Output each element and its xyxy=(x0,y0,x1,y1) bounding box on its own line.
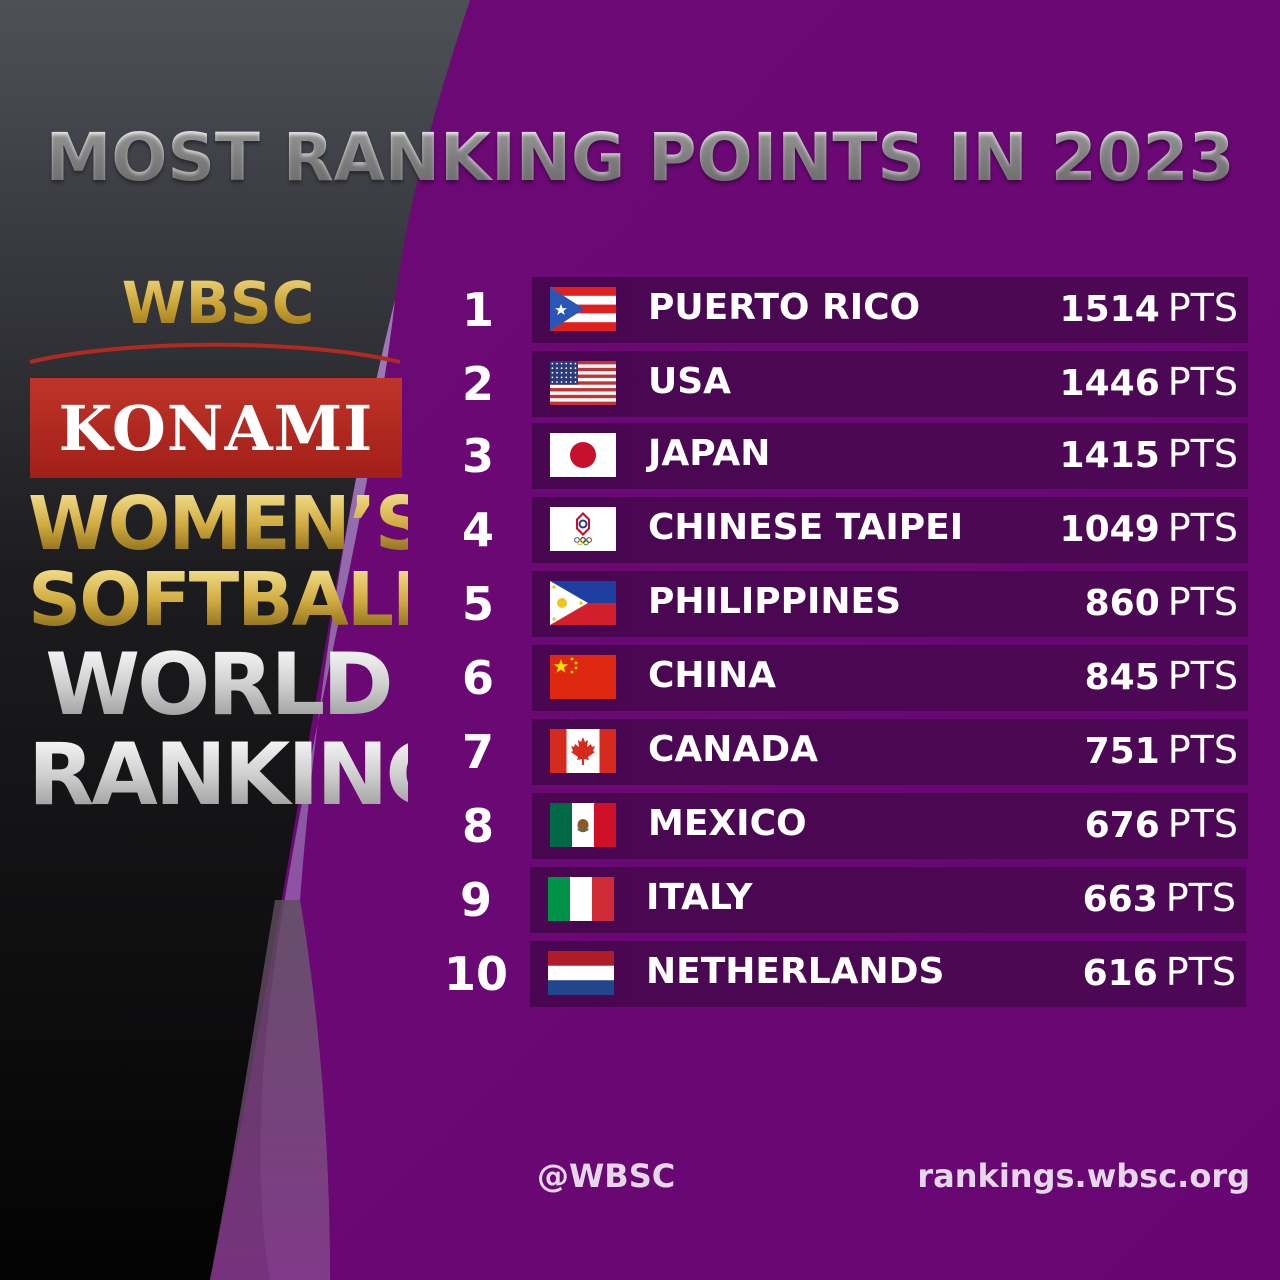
italy-flag-icon xyxy=(548,877,614,921)
konami-wordmark: KONAMI xyxy=(58,391,374,465)
ranking-bar: JAPAN 1415 PTS xyxy=(532,423,1248,489)
country-name: PUERTO RICO xyxy=(648,287,921,328)
ranking-bar: PHILIPPINES 860 PTS xyxy=(532,571,1248,637)
rank-number: 9 xyxy=(459,873,492,927)
usa-flag-icon xyxy=(550,361,616,405)
points-value: 1415 xyxy=(1059,435,1160,476)
mexico-flag-icon xyxy=(550,803,616,847)
rank-number: 10 xyxy=(443,947,508,1001)
rank-number: 5 xyxy=(461,577,494,631)
points: 663 PTS xyxy=(1083,867,1236,937)
ranking-row: 7 CANADA 751 PTS xyxy=(440,719,1250,785)
rank-number: 7 xyxy=(461,725,494,779)
chinese-taipei-flag-icon xyxy=(550,507,616,551)
points-value: 845 xyxy=(1084,657,1160,698)
rank-number: 2 xyxy=(461,357,494,411)
points: 751 PTS xyxy=(1085,719,1238,789)
country-name: PHILIPPINES xyxy=(648,581,902,622)
points-value: 1446 xyxy=(1059,363,1160,404)
ranking-row: 5 PHILIPPINES 860 PTS xyxy=(440,571,1250,637)
ranking-bar: USA 1446 PTS xyxy=(532,351,1248,417)
ranking-bar: CHINA 845 PTS xyxy=(532,645,1248,711)
points-value: 1514 xyxy=(1059,289,1160,330)
ranking-row: 3 JAPAN 1415 PTS xyxy=(440,423,1250,489)
points-unit: PTS xyxy=(1165,950,1236,994)
rank-number: 1 xyxy=(461,283,494,337)
ranking-row: 10 NETHERLANDS 616 PTS xyxy=(438,941,1248,1007)
points: 1446 PTS xyxy=(1060,351,1238,421)
points: 1049 PTS xyxy=(1060,497,1238,567)
points-unit: PTS xyxy=(1167,506,1238,550)
points-unit: PTS xyxy=(1167,360,1238,404)
points: 860 PTS xyxy=(1085,571,1238,641)
china-flag-icon xyxy=(550,655,616,699)
page-title: MOST RANKING POINTS IN 2023 xyxy=(0,118,1280,198)
ranking-row: 8 MEXICO 676 PTS xyxy=(440,793,1250,859)
points: 1514 PTS xyxy=(1060,277,1238,347)
brand-line-world: WORLD xyxy=(28,640,408,730)
konami-logo: KONAMI xyxy=(30,378,402,478)
japan-flag-icon xyxy=(550,433,616,477)
rank-number: 6 xyxy=(461,651,494,705)
ranking-bar: ITALY 663 PTS xyxy=(530,867,1246,933)
points-unit: PTS xyxy=(1167,286,1238,330)
netherlands-flag-icon xyxy=(548,951,614,995)
philippines-flag-icon xyxy=(550,581,616,625)
points-value: 751 xyxy=(1084,731,1160,772)
canada-flag-icon xyxy=(550,729,616,773)
wbsc-wordmark: WBSC xyxy=(28,268,408,338)
ranking-bar: MEXICO 676 PTS xyxy=(532,793,1248,859)
points: 845 PTS xyxy=(1085,645,1238,715)
points-unit: PTS xyxy=(1167,432,1238,476)
points-value: 676 xyxy=(1084,805,1160,846)
points: 616 PTS xyxy=(1083,941,1236,1011)
rank-number: 4 xyxy=(461,503,494,557)
points-value: 1049 xyxy=(1059,509,1160,550)
twitter-handle[interactable]: @WBSC xyxy=(537,1157,676,1195)
country-name: ITALY xyxy=(646,877,753,918)
puerto-rico-flag-icon xyxy=(550,287,616,331)
points-unit: PTS xyxy=(1167,802,1238,846)
ranking-bar: NETHERLANDS 616 PTS xyxy=(530,941,1246,1007)
points-unit: PTS xyxy=(1167,654,1238,698)
country-name: CHINESE TAIPEI xyxy=(648,507,964,548)
ranking-row: 4 CHINESE TAIPEI 1049 PTS xyxy=(440,497,1250,563)
rank-number: 3 xyxy=(461,429,494,483)
points-value: 860 xyxy=(1084,583,1160,624)
country-name: CANADA xyxy=(648,729,819,770)
points-unit: PTS xyxy=(1165,876,1236,920)
ranking-bar: CANADA 751 PTS xyxy=(532,719,1248,785)
points-unit: PTS xyxy=(1167,728,1238,772)
points-value: 663 xyxy=(1082,879,1158,920)
country-name: CHINA xyxy=(648,655,776,696)
points-value: 616 xyxy=(1082,953,1158,994)
country-name: MEXICO xyxy=(648,803,807,844)
ranking-row: 2 USA 1446 PTS xyxy=(440,351,1250,417)
country-name: JAPAN xyxy=(648,433,771,474)
points: 1415 PTS xyxy=(1060,423,1238,493)
ranking-bar: PUERTO RICO 1514 PTS xyxy=(532,277,1248,343)
country-name: USA xyxy=(648,361,732,402)
brand-line-softball: SOFTBALL xyxy=(28,557,439,643)
ranking-bar: CHINESE TAIPEI 1049 PTS xyxy=(532,497,1248,563)
rank-number: 8 xyxy=(461,799,494,853)
ranking-row: 9 ITALY 663 PTS xyxy=(438,867,1248,933)
points-unit: PTS xyxy=(1167,580,1238,624)
ranking-row: 1 PUERTO RICO 1514 PTS xyxy=(440,277,1250,343)
ranking-row: 6 CHINA 845 PTS xyxy=(440,645,1250,711)
brand-line-ranking: RANKING xyxy=(28,725,456,825)
country-name: NETHERLANDS xyxy=(646,951,945,992)
points: 676 PTS xyxy=(1085,793,1238,863)
brand-line-womens: WOMEN’S xyxy=(28,481,428,567)
website-link[interactable]: rankings.wbsc.org xyxy=(917,1157,1250,1195)
